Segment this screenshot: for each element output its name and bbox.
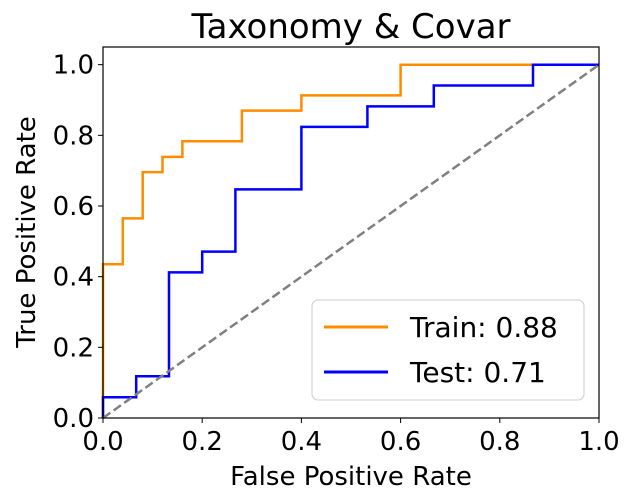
series-layer: [101, 63, 600, 420]
y-axis-label: True Positive Rate: [12, 116, 42, 349]
y-tick-label: 0.6: [53, 192, 94, 222]
train-roc-line: [101, 63, 540, 418]
x-tick-label: 0.0: [82, 427, 123, 457]
legend-label-train: Train: 0.88: [409, 311, 558, 344]
y-tick-label: 0.0: [53, 404, 94, 434]
y-tick-label: 1.0: [53, 51, 94, 81]
y-tick-label: 0.2: [53, 333, 94, 363]
x-tick-label: 0.6: [380, 427, 421, 457]
plot-frame: [102, 46, 600, 419]
x-tick-label: 1.0: [578, 427, 619, 457]
x-tick-label: 0.2: [182, 427, 223, 457]
legend: Train: 0.88 Test: 0.71: [311, 299, 585, 401]
legend-label-test: Test: 0.71: [409, 356, 546, 389]
chart-title: Taxonomy & Covar: [190, 7, 510, 47]
x-axis: 0.0 0.2 0.4 0.6 0.8 1.0: [82, 418, 620, 457]
y-tick-label: 0.4: [53, 263, 94, 293]
chance-diagonal-line: [102, 63, 600, 420]
legend-box: [311, 299, 585, 401]
x-axis-label: False Positive Rate: [230, 462, 472, 492]
test-roc-line: [101, 63, 599, 418]
y-tick-label: 0.8: [53, 121, 94, 151]
y-axis: 0.0 0.2 0.4 0.6 0.8 1.0: [53, 51, 103, 434]
x-tick-label: 0.4: [281, 427, 322, 457]
x-tick-label: 0.8: [479, 427, 520, 457]
